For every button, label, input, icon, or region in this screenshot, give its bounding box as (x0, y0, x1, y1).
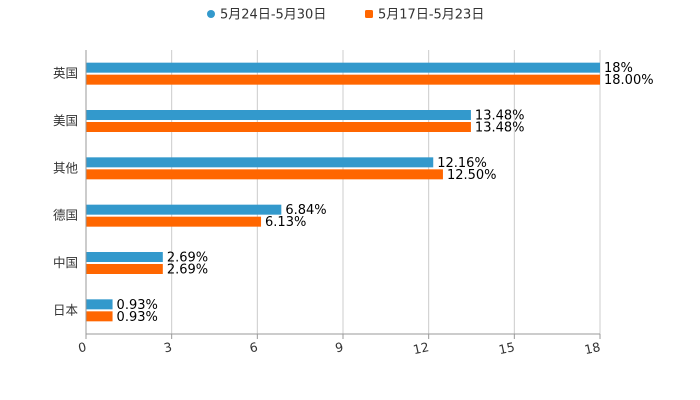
legend: 5月24日-5月30日 5月17日-5月23日 (207, 8, 484, 23)
data-label: 0.93% (117, 298, 158, 313)
x-tick-label: 3 (162, 339, 173, 355)
data-label: 12.50% (447, 168, 497, 183)
data-label: 2.69% (167, 251, 208, 266)
data-label: 0.93% (117, 310, 158, 325)
data-label: 13.48% (475, 121, 525, 136)
legend-marker-dot (207, 10, 215, 18)
bars: 18%18.00% 13.48%13.48% 12.16%12.50% 6.84%6.… (86, 61, 654, 325)
category-label: 德国 (53, 208, 78, 223)
data-label: 13.48% (475, 109, 525, 124)
data-label: 6.84% (285, 203, 326, 218)
bar (86, 252, 163, 262)
bar (86, 169, 443, 180)
legend-label: 5月17日-5月23日 (378, 8, 484, 23)
bar (86, 204, 282, 215)
x-tick-label: 15 (497, 339, 516, 357)
data-label: 18% (604, 61, 633, 76)
category-label: 美国 (53, 113, 78, 128)
category-label: 日本 (53, 302, 79, 317)
x-tick-label: 12 (412, 339, 431, 357)
category-label: 其他 (53, 160, 79, 175)
bar (86, 62, 600, 73)
legend-marker-square (365, 10, 373, 18)
category-label: 英国 (53, 66, 78, 81)
data-label: 6.13% (265, 215, 306, 230)
data-label: 12.16% (437, 156, 487, 171)
grid-lines (171, 50, 601, 334)
bar (86, 299, 113, 310)
data-label: 2.69% (167, 263, 208, 278)
x-tick-label: 9 (334, 339, 345, 355)
category-label: 中国 (53, 255, 78, 270)
x-tick-label: 18 (583, 339, 602, 357)
legend-label: 5月24日-5月30日 (220, 8, 326, 23)
bar (86, 311, 113, 322)
x-tick-label: 6 (248, 339, 259, 355)
bar (86, 122, 471, 132)
bar (86, 74, 600, 85)
data-label: 18.00% (604, 73, 654, 88)
bar (86, 216, 262, 227)
bar (86, 110, 471, 120)
bar (86, 157, 434, 168)
x-tick-label: 0 (77, 339, 88, 355)
bar (86, 264, 163, 274)
